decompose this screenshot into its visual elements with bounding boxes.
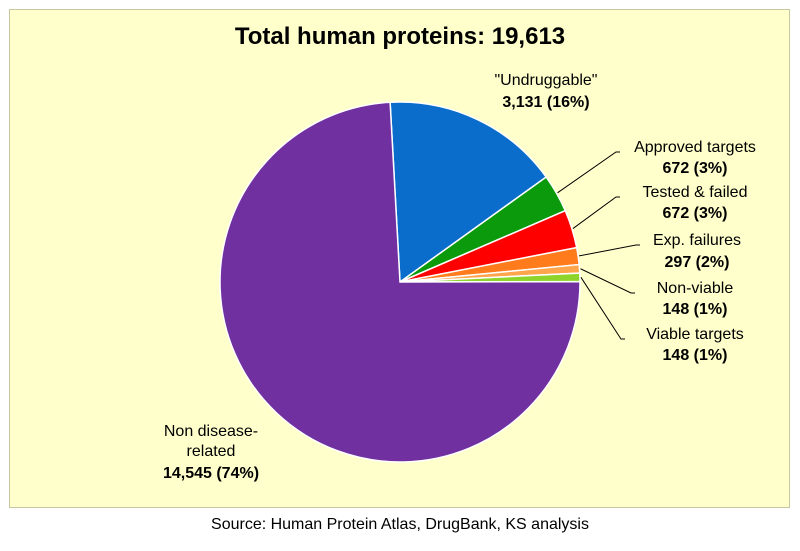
- slice-label-non-disease-line1: Non disease-: [164, 423, 258, 440]
- leader-line-exp-failures: [579, 244, 640, 257]
- slice-value-viable-targets: 148 (1%): [663, 347, 728, 364]
- pie-slice-undruggable: [389, 101, 548, 284]
- slice-value-undruggable: 3,131 (16%): [502, 94, 589, 111]
- slice-label-tested-failed: Tested & failed: [643, 184, 748, 201]
- chart-title: Total human proteins: 19,613: [235, 23, 565, 50]
- pie-slices: [219, 101, 581, 463]
- slice-value-approved-targets: 672 (3%): [663, 160, 728, 177]
- slice-value-non-viable: 148 (1%): [663, 301, 728, 318]
- leader-line-approved-targets: [557, 151, 620, 194]
- slice-label-undruggable: "Undruggable": [495, 72, 598, 89]
- pie-slice-non-disease-related: [219, 101, 581, 463]
- source-note: Source: Human Protein Atlas, DrugBank, K…: [211, 516, 589, 533]
- slice-label-viable-targets: Viable targets: [646, 326, 744, 343]
- leader-line-viable-targets: [580, 277, 625, 340]
- slice-value-exp-failures: 297 (2%): [665, 254, 730, 271]
- slice-value-non-disease: 14,545 (74%): [163, 465, 259, 482]
- slice-value-tested-failed: 672 (3%): [663, 205, 728, 222]
- leader-lines: [557, 151, 640, 340]
- slice-label-non-viable: Non-viable: [657, 280, 734, 297]
- slice-label-exp-failures: Exp. failures: [653, 232, 741, 249]
- slice-label-approved-targets: Approved targets: [634, 139, 756, 156]
- leader-line-tested-failed: [572, 196, 620, 229]
- leader-line-non-viable: [580, 268, 635, 294]
- slice-label-non-disease-line2: related: [187, 443, 236, 460]
